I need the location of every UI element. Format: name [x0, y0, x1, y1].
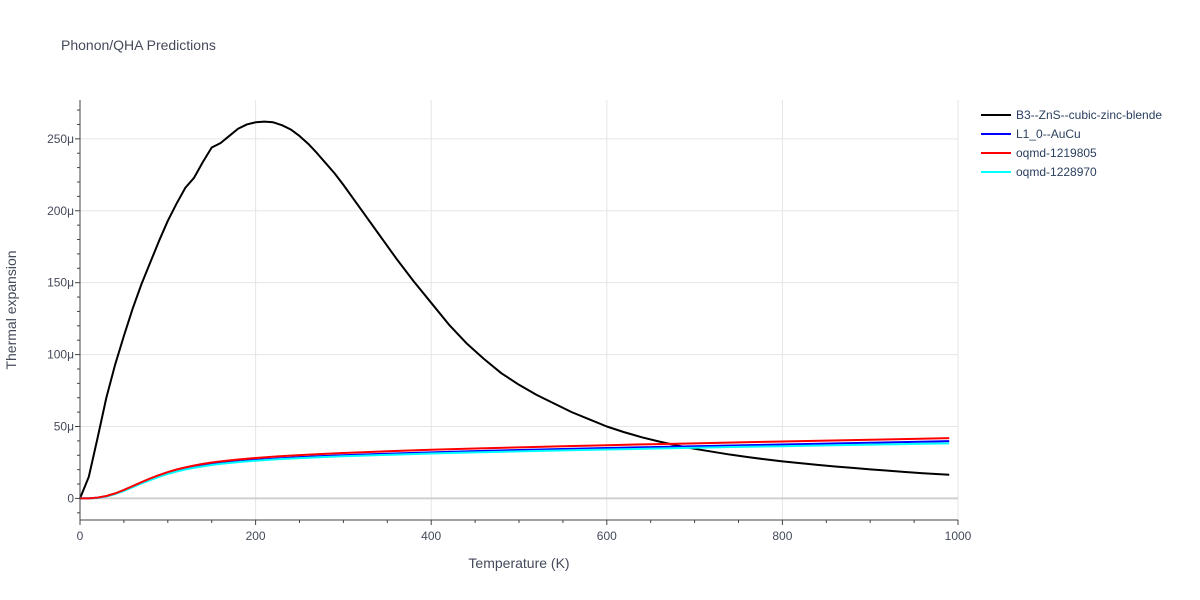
series-line-3[interactable] — [80, 442, 950, 500]
x-tick-label: 0 — [77, 529, 84, 543]
legend-item[interactable]: oqmd-1219805 — [981, 146, 1097, 160]
x-tick-label: 800 — [772, 529, 792, 543]
series-line-1[interactable] — [80, 440, 950, 500]
y-tick-label: 250μ — [47, 132, 74, 146]
legend-label: L1_0--AuCu — [1016, 127, 1081, 141]
series-line-0[interactable] — [79, 120, 950, 499]
legend-item[interactable]: L1_0--AuCu — [981, 127, 1081, 141]
plot-area[interactable] — [79, 120, 950, 500]
grid — [80, 100, 959, 520]
y-tick-label: 100μ — [47, 348, 74, 362]
legend[interactable]: B3--ZnS--cubic-zinc-blende L1_0--AuCuoqmd… — [981, 108, 1162, 179]
y-tick-label: 200μ — [47, 204, 74, 218]
legend-item[interactable]: B3--ZnS--cubic-zinc-blende — [981, 108, 1162, 122]
chart-title: Phonon/QHA Predictions — [61, 37, 216, 53]
x-tick-label: 1000 — [945, 529, 972, 543]
x-axis-title: Temperature (K) — [468, 555, 569, 571]
x-tick-label: 600 — [597, 529, 617, 543]
axes: 0 200 400 600 800 1000 0 50μ 100μ 150μ 200μ 250μ — [47, 100, 972, 543]
legend-item[interactable]: oqmd-1228970 — [981, 165, 1097, 179]
x-tick-label: 200 — [246, 529, 266, 543]
y-tick-label: 0 — [67, 491, 74, 505]
x-tick-label: 400 — [421, 529, 441, 543]
series-line-2[interactable] — [80, 437, 950, 500]
y-axis-title: Thermal expansion — [3, 250, 19, 369]
y-tick-label: 50μ — [54, 420, 74, 434]
y-tick-label: 150μ — [47, 276, 74, 290]
legend-label: oqmd-1219805 — [1016, 146, 1097, 160]
legend-label: B3--ZnS--cubic-zinc-blende — [1016, 108, 1162, 122]
legend-label: oqmd-1228970 — [1016, 165, 1097, 179]
